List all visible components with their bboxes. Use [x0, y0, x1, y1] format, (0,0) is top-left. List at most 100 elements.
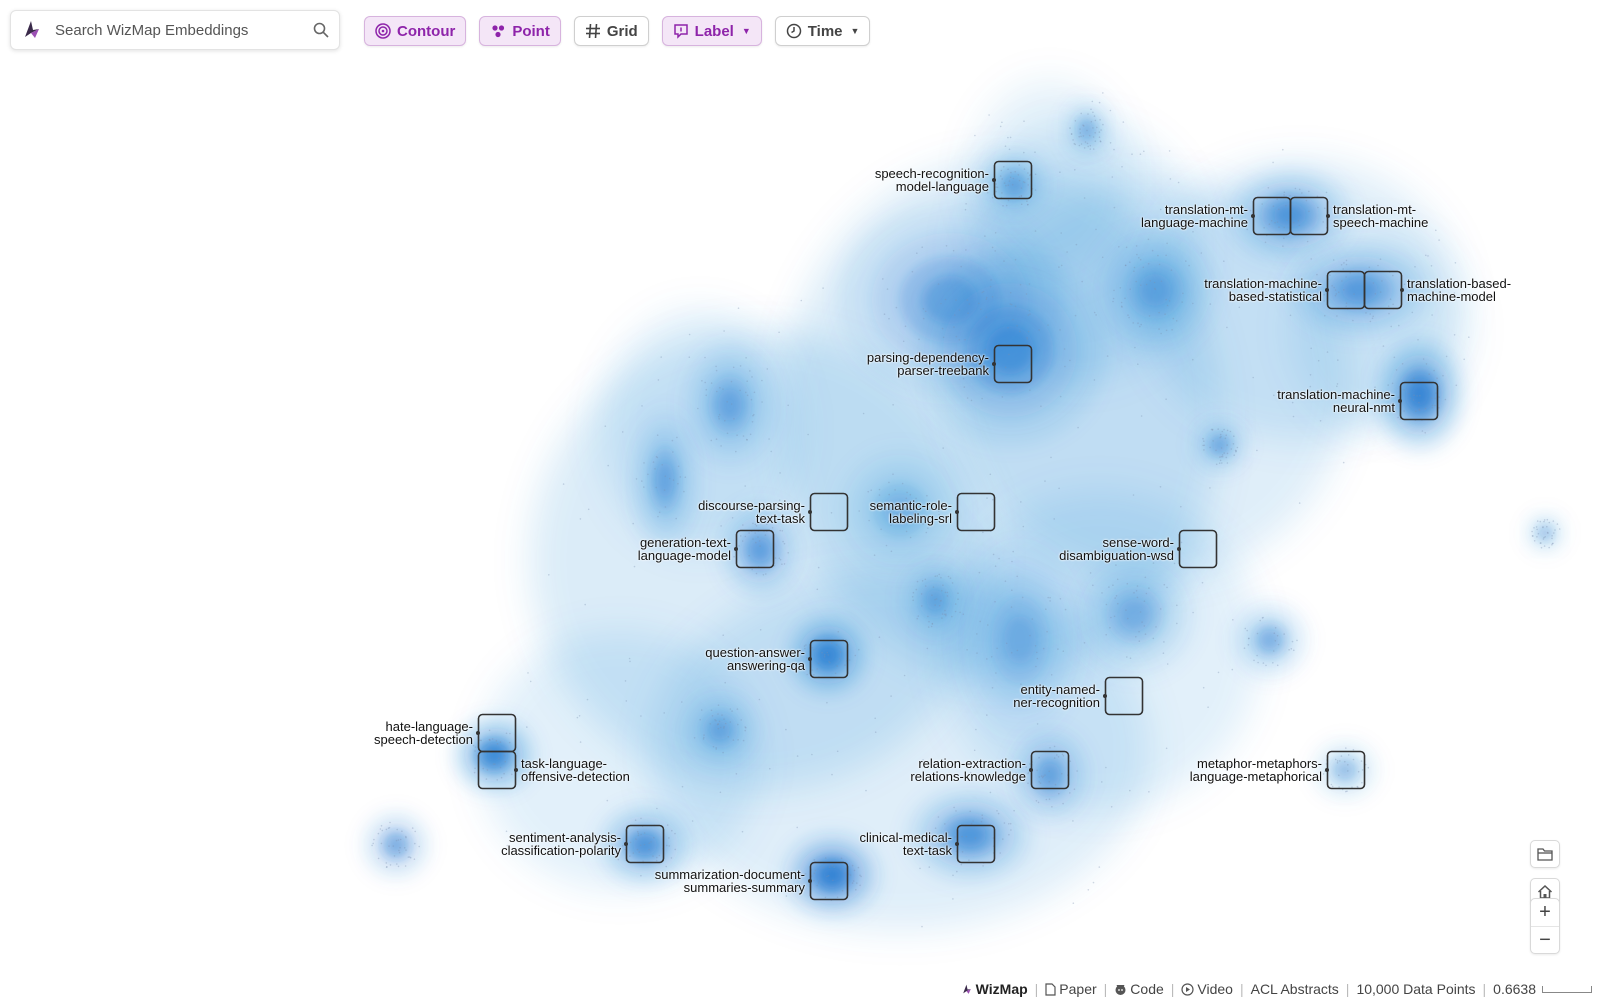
data-point [1340, 264, 1343, 266]
data-point [796, 826, 798, 829]
topic-label[interactable]: summarization-document- summaries-summar… [654, 867, 805, 895]
data-point [494, 763, 496, 765]
data-point [1217, 428, 1219, 430]
data-point [1336, 315, 1338, 317]
label-anchor-dot [624, 842, 628, 846]
data-point [1435, 392, 1437, 394]
topic-label[interactable]: generation-text- language-model [637, 535, 731, 563]
data-point [892, 473, 894, 476]
topic-label[interactable]: sentiment-analysis- classification-polar… [501, 830, 621, 858]
data-point [387, 827, 390, 829]
data-point [915, 588, 918, 591]
data-point [1331, 785, 1334, 788]
data-point [952, 249, 955, 252]
data-point [944, 591, 947, 594]
video-link[interactable]: Video [1181, 981, 1233, 997]
label-anchor-dot [955, 842, 959, 846]
data-point [491, 738, 494, 740]
topic-label[interactable]: translation-mt- language-machine [1141, 202, 1248, 230]
data-point [1372, 282, 1375, 284]
data-point [1219, 456, 1221, 458]
data-point [740, 719, 742, 721]
data-point [1060, 232, 1062, 234]
data-point [1080, 135, 1082, 138]
data-point [964, 208, 967, 211]
topic-label[interactable]: hate-language- speech-detection [373, 719, 473, 747]
data-point [1062, 755, 1065, 757]
data-point [1393, 356, 1396, 359]
data-point [1027, 771, 1030, 774]
data-point [661, 464, 663, 466]
topic-label[interactable]: task-language- offensive-detection [521, 756, 630, 784]
data-point [528, 772, 530, 774]
topic-label[interactable]: relation-extraction- relations-knowledge [910, 756, 1026, 784]
data-point [1369, 225, 1371, 228]
data-point [859, 884, 861, 887]
data-point [1073, 788, 1076, 790]
data-point [1020, 187, 1023, 189]
topic-label[interactable]: semantic-role- labeling-srl [869, 498, 952, 526]
data-point [1009, 136, 1012, 139]
zoom-out-button[interactable]: − [1531, 927, 1559, 954]
data-point [474, 750, 476, 752]
data-point [1098, 136, 1101, 138]
topic-label[interactable]: speech-recognition- model-language [874, 166, 989, 194]
data-point [715, 720, 717, 722]
paper-link[interactable]: Paper [1045, 981, 1097, 997]
data-point [399, 846, 401, 849]
topic-label[interactable]: translation-machine- neural-nmt [1277, 387, 1395, 415]
data-point [930, 625, 933, 628]
topic-label[interactable]: translation-based- machine-model [1407, 276, 1512, 304]
data-point [1323, 300, 1325, 302]
label-dropdown-button[interactable]: Label ▼ [661, 16, 762, 46]
data-point [957, 598, 959, 600]
data-point [1310, 347, 1312, 350]
topic-label[interactable]: metaphor-metaphors- language-metaphorica… [1189, 756, 1322, 784]
contour-toggle-button[interactable]: Contour [364, 16, 467, 46]
data-point [895, 306, 898, 309]
point-toggle-button[interactable]: Point [479, 16, 561, 46]
data-point [1025, 766, 1027, 768]
data-point [635, 478, 638, 480]
data-point [1175, 320, 1178, 322]
data-point [1309, 385, 1312, 388]
topic-label[interactable]: parsing-dependency- parser-treebank [866, 350, 989, 378]
data-point [1159, 208, 1162, 211]
data-point [970, 822, 973, 825]
open-folder-button[interactable] [1530, 840, 1560, 868]
search-input[interactable] [53, 20, 313, 40]
data-point [1286, 219, 1288, 222]
data-point [980, 820, 983, 823]
topic-label[interactable]: translation-mt- speech-machine [1333, 202, 1429, 230]
data-point [966, 649, 968, 651]
time-dropdown-button[interactable]: Time ▼ [774, 16, 871, 46]
data-point [1072, 820, 1074, 822]
topic-label[interactable]: clinical-medical- text-task [859, 830, 952, 858]
data-point [1211, 429, 1214, 431]
data-point [858, 510, 860, 512]
topic-label[interactable]: question-answer- answering-qa [705, 645, 805, 673]
density-hotspot [633, 834, 657, 856]
data-point [1289, 195, 1291, 197]
topic-label[interactable]: discourse-parsing- text-task [698, 498, 805, 526]
data-point [965, 835, 968, 838]
data-point [655, 486, 657, 489]
data-point [720, 445, 722, 447]
data-point [916, 617, 918, 620]
data-point [1102, 92, 1104, 94]
topic-label[interactable]: translation-machine- based-statistical [1204, 276, 1322, 304]
data-point [806, 673, 808, 676]
data-point [958, 339, 961, 341]
topic-label[interactable]: entity-named- ner-recognition [1013, 682, 1100, 710]
data-point [1188, 264, 1190, 267]
wizmap-link[interactable]: WizMap [961, 981, 1028, 997]
grid-toggle-button[interactable]: Grid [573, 16, 649, 46]
data-point [964, 338, 966, 341]
data-point [1553, 532, 1555, 534]
data-point [509, 732, 511, 735]
search-icon[interactable] [313, 22, 329, 38]
zoom-in-button[interactable]: + [1531, 899, 1559, 927]
code-link[interactable]: Code [1114, 981, 1164, 997]
topic-label[interactable]: sense-word- disambiguation-wsd [1059, 535, 1174, 563]
